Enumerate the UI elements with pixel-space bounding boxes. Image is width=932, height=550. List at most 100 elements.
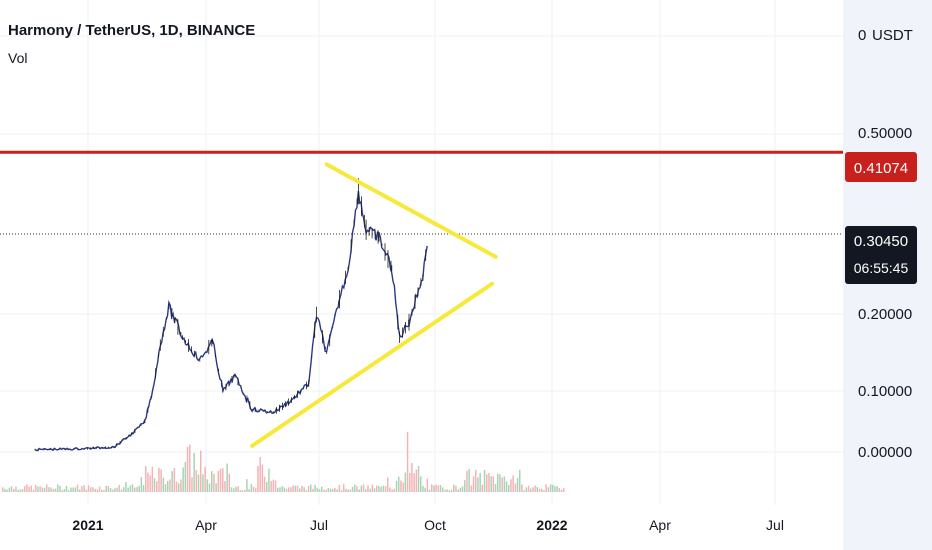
volume-bar [409,472,411,492]
bar-countdown-label: 06:55:45 [854,260,909,276]
volume-bar [98,486,101,492]
volume-bar [160,469,162,492]
volume-bar [239,490,242,492]
volume-bar [255,488,257,492]
volume-bar [103,490,105,492]
volume-label: Vol [8,50,28,66]
volume-bar [525,487,528,492]
volume-bar [162,477,165,492]
volume-bar [114,488,116,492]
volume-bar [294,485,297,492]
volume-bar [193,453,195,492]
volume-bar [189,444,191,492]
volume-bar [24,486,26,492]
volume-bar [560,489,563,492]
volume-bar [373,488,376,492]
volume-bar [398,476,400,492]
resistance-price-label: 0.41074 [854,160,908,177]
volume-bar [281,486,283,492]
volume-bar [204,466,206,492]
volume-bar [296,485,299,492]
volume-bar [400,480,402,492]
volume-bar [10,486,13,492]
volume-bar [259,457,261,492]
volume-bar [83,485,85,492]
volume-bar [15,486,17,492]
volume-bar [41,487,44,492]
volume-bar [549,484,552,492]
volume-bar [79,489,81,492]
volume-bar [318,489,321,492]
current-price-badge [845,226,917,284]
volume-bar [76,484,79,492]
volume-bar [90,487,92,492]
volume-bar [437,485,440,492]
volume-bar [178,483,180,492]
volume-bar [369,488,371,492]
volume-bar [314,484,316,492]
volume-bar [134,487,136,492]
volume-bar [486,474,488,492]
volume-bar [292,485,294,492]
volume-bar [479,472,481,492]
volume-bar [272,479,275,492]
volume-bar [19,489,22,492]
volume-bar [464,480,466,492]
volume-bar [391,489,393,492]
volume-bar [129,485,132,492]
volume-bar [362,484,365,492]
volume-bar [142,485,145,492]
volume-bar [37,486,39,492]
y-tick-label: 0.20000 [858,306,912,323]
volume-bar [305,490,308,492]
volume-bar [492,476,495,492]
volume-bar [107,485,110,492]
volume-bar [101,489,103,492]
volume-bar [109,488,112,492]
volume-bar [85,489,88,492]
x-tick-label: Jul [766,517,784,533]
volume-bar [351,486,354,492]
volume-bar [131,484,134,492]
volume-bar [195,470,198,492]
upper-trendline [324,162,498,259]
volume-bar [248,489,250,492]
volume-bar [455,485,457,492]
chart-title: Harmony / TetherUS, 1D, BINANCE [8,22,256,39]
volume-bar [367,485,369,492]
volume-bar [558,488,561,492]
volume-bar [116,487,118,492]
volume-bar [433,485,435,492]
volume-bar [151,466,154,492]
volume-bar [72,487,74,492]
volume-bar [246,479,248,492]
volume-bar [68,490,70,492]
volume-bar [497,473,499,492]
volume-bar [206,479,209,492]
volume-bar [448,490,451,492]
volume-bar [61,490,63,492]
volume-bar [376,485,378,492]
volume-bar [442,487,444,492]
volume-bar [156,481,158,492]
volume-bar [74,487,77,492]
volume-bar [329,488,332,492]
volume-bar [461,486,464,492]
volume-bar [477,477,479,492]
volume-bar [263,476,266,492]
volume-bar [378,486,380,492]
volume-bar [46,484,48,492]
volume-bar [501,477,503,492]
volume-bar [191,477,193,492]
volume-bar [475,470,477,492]
volume-bar [435,484,437,492]
volume-bar [336,489,338,492]
volume-bar [420,476,422,492]
volume-bar [534,485,536,492]
volume-bar [541,488,543,492]
volume-bar [138,485,140,492]
volume-bar [483,469,486,492]
volume-bar [356,486,358,492]
